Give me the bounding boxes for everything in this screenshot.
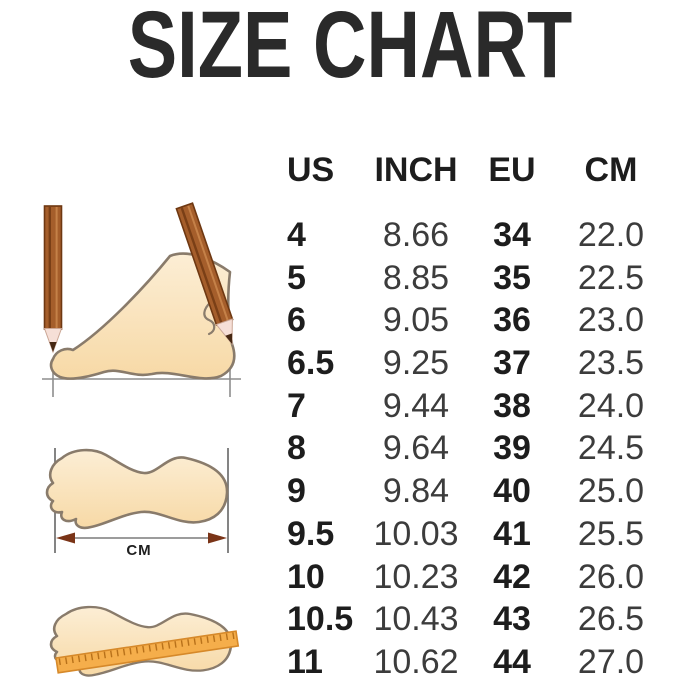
footprint-shape: [45, 448, 229, 530]
table-row: 9 9.84 40 25.0: [287, 470, 669, 513]
cell-inch: 9.25: [382, 344, 450, 383]
table-row: 10.5 10.43 43 26.5: [287, 598, 669, 641]
cell-eu: 43: [493, 600, 531, 639]
cell-inch: 9.44: [382, 386, 450, 425]
cell-cm: 24.5: [577, 429, 645, 468]
table-row: 5 8.85 35 22.5: [287, 257, 669, 300]
cell-eu: 40: [493, 472, 531, 511]
cell-us: 8: [287, 429, 306, 468]
table-row: 11 10.62 44 27.0: [287, 641, 669, 684]
cell-eu: 41: [493, 514, 531, 553]
page-title: SIZE CHART: [127, 0, 573, 98]
cell-us: 6.5: [287, 344, 335, 383]
cell-cm: 26.0: [577, 557, 645, 596]
cell-us: 9.5: [287, 514, 335, 553]
col-header-eu: EU: [488, 151, 536, 189]
cell-inch: 8.85: [382, 258, 450, 297]
cell-us: 6: [287, 301, 306, 340]
footprint-length-illustration: CM: [45, 448, 229, 559]
table-row: 6.5 9.25 37 23.5: [287, 342, 669, 385]
cell-cm: 23.5: [577, 344, 645, 383]
cell-eu: 42: [493, 557, 531, 596]
table-row: 6 9.05 36 23.0: [287, 299, 669, 342]
cell-inch: 10.62: [373, 642, 459, 681]
cell-cm: 22.0: [577, 216, 645, 254]
cell-us: 11: [287, 642, 323, 681]
cell-cm: 25.0: [577, 472, 645, 511]
cell-us: 10.5: [287, 600, 354, 639]
cell-inch: 10.03: [373, 514, 459, 553]
cell-cm: 23.0: [577, 301, 645, 340]
footprint-ruler-illustration: [49, 605, 240, 677]
cell-inch: 9.64: [382, 429, 450, 468]
foot-side-measure-illustration: [42, 201, 242, 397]
cell-inch: 9.05: [382, 301, 450, 340]
table-header-row: US INCH EU CM: [287, 148, 669, 192]
table-row: 8 9.64 39 24.5: [287, 427, 669, 470]
cell-cm: 26.5: [577, 600, 645, 639]
table-row: 10 10.23 42 26.0: [287, 556, 669, 599]
table-row: 4 8.66 34 22.0: [287, 214, 669, 257]
cell-cm: 24.0: [577, 386, 645, 425]
cell-inch: 10.23: [373, 557, 459, 596]
cell-us: 10: [287, 557, 325, 596]
cell-inch: 10.43: [373, 600, 459, 639]
cm-unit-label: CM: [126, 542, 151, 559]
cell-eu: 39: [493, 429, 531, 468]
col-header-inch: INCH: [374, 151, 458, 189]
cell-eu: 36: [493, 301, 531, 340]
cell-inch: 9.84: [382, 472, 450, 511]
table-row: 7 9.44 38 24.0: [287, 385, 669, 428]
cell-cm: 22.5: [577, 258, 645, 297]
cell-us: 9: [287, 472, 306, 511]
cell-eu: 35: [493, 258, 531, 297]
col-header-cm: CM: [584, 151, 638, 189]
length-arrow: [56, 532, 227, 544]
cell-us: 5: [287, 258, 306, 297]
col-header-us: US: [287, 151, 335, 189]
cell-us: 7: [287, 386, 306, 425]
cell-eu: 44: [493, 642, 531, 681]
size-table: US INCH EU CM 4 8.66 34 22.0 5 8.85 35 22.5 6 9.0…: [287, 148, 669, 684]
cell-cm: 27.0: [577, 642, 645, 681]
cell-inch: 8.66: [382, 216, 450, 254]
table-rows: 4 8.66 34 22.0 5 8.85 35 22.5 6 9.05 36 23.0 6.5 9.25…: [287, 214, 669, 684]
ruler-icon: [55, 630, 240, 674]
cell-eu: 34: [493, 216, 531, 254]
cell-us: 4: [287, 216, 306, 254]
cell-eu: 38: [493, 386, 531, 425]
table-row: 9.5 10.03 41 25.5: [287, 513, 669, 556]
cell-cm: 25.5: [577, 514, 645, 553]
ankle-mark: [203, 300, 216, 336]
pencil-icon: [43, 204, 63, 354]
cell-eu: 37: [493, 344, 531, 383]
